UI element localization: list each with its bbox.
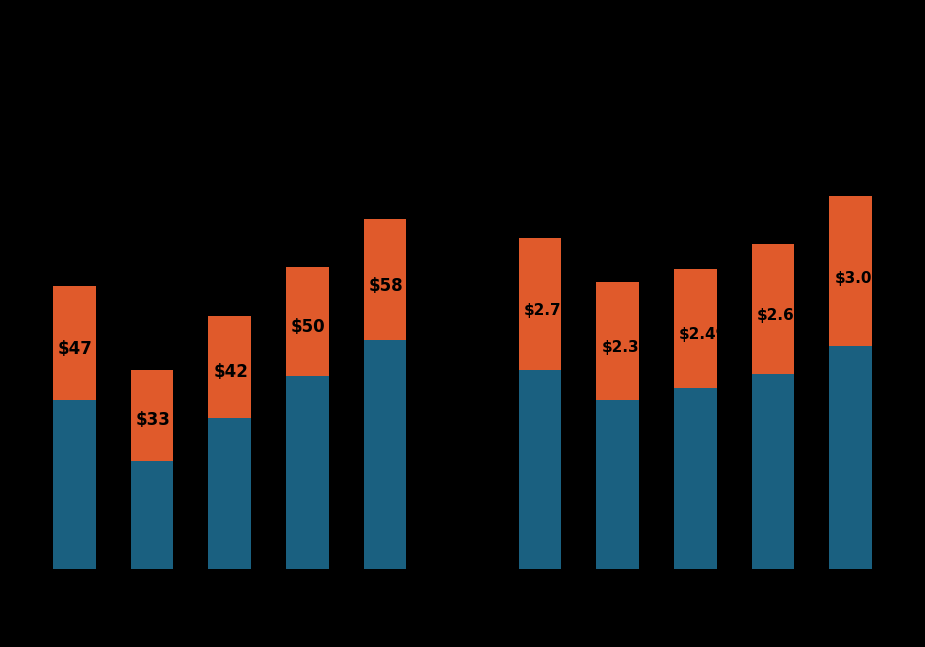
Bar — [208, 316, 251, 419]
Bar — [53, 400, 95, 569]
Bar — [130, 370, 173, 461]
Text: $2.74: $2.74 — [524, 303, 573, 318]
Bar — [364, 219, 406, 340]
Bar — [519, 239, 561, 370]
Bar — [752, 374, 795, 569]
Bar — [364, 340, 406, 569]
Text: $47: $47 — [58, 340, 93, 358]
Text: $50: $50 — [291, 318, 326, 336]
Bar — [752, 245, 795, 374]
Bar — [53, 285, 95, 400]
Text: $42: $42 — [214, 363, 248, 381]
Text: $2.69: $2.69 — [757, 308, 805, 323]
Text: $2.49: $2.49 — [679, 327, 727, 342]
Bar — [830, 196, 872, 346]
Bar — [597, 282, 639, 400]
Bar — [674, 388, 717, 569]
Bar — [674, 269, 717, 388]
Bar — [286, 376, 328, 569]
Text: $3.09: $3.09 — [834, 271, 882, 286]
Text: $2.38: $2.38 — [601, 340, 649, 355]
Bar — [830, 346, 872, 569]
Bar — [519, 370, 561, 569]
Text: $33: $33 — [136, 411, 170, 429]
Bar — [286, 267, 328, 376]
Text: $58: $58 — [369, 276, 403, 294]
Bar — [597, 400, 639, 569]
Bar — [130, 461, 173, 569]
Bar — [208, 419, 251, 569]
